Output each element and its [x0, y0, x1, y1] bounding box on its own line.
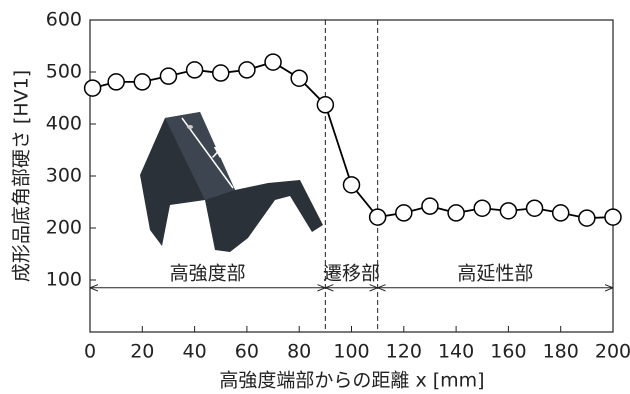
data-point — [605, 209, 621, 225]
data-point — [422, 198, 438, 214]
data-point — [553, 205, 569, 221]
x-axis-label: 高強度端部からの距離 x [mm] — [219, 370, 484, 392]
y-tick-label: 400 — [46, 113, 82, 135]
data-point — [474, 200, 490, 216]
x-tick-label: 140 — [438, 341, 474, 363]
y-axis-label: 成形品底角部硬さ [HV1] — [11, 70, 33, 282]
inset-photo — [140, 112, 323, 252]
data-point — [500, 203, 516, 219]
y-tick-label: 500 — [46, 61, 82, 83]
chart: x 成形品底角部硬さ [HV1] 高強度端部からの距離 x [mm] 100 20… — [0, 0, 630, 394]
data-point — [187, 62, 203, 78]
y-tick-label: 200 — [46, 217, 82, 239]
region-label: 遷移部 — [323, 262, 380, 284]
x-tick-label: 60 — [235, 341, 259, 363]
data-point — [291, 70, 307, 86]
x-tick-label: 160 — [490, 341, 526, 363]
data-point — [213, 65, 229, 81]
data-point — [370, 209, 386, 225]
data-point — [85, 80, 101, 96]
x-tick-label: 180 — [543, 341, 579, 363]
x-tick-label: 40 — [183, 341, 207, 363]
data-point — [396, 205, 412, 221]
x-tick-label: 0 — [84, 341, 96, 363]
x-tick-label: 200 — [595, 341, 630, 363]
x-tick-label: 20 — [130, 341, 154, 363]
data-point — [317, 97, 333, 113]
x-tick-label: 100 — [333, 341, 369, 363]
y-tick-label: 300 — [46, 165, 82, 187]
data-point — [160, 68, 176, 84]
data-point — [265, 54, 281, 70]
data-point — [527, 200, 543, 216]
data-point — [239, 62, 255, 78]
inset-label: x — [211, 141, 224, 163]
x-tick-label: 80 — [287, 341, 311, 363]
data-point — [134, 74, 150, 90]
data-point — [448, 205, 464, 221]
x-tick-label: 120 — [386, 341, 422, 363]
region-label: 高延性部 — [457, 262, 533, 284]
y-tick-label: 100 — [46, 269, 82, 291]
region-label: 高強度部 — [170, 262, 246, 284]
data-point — [108, 74, 124, 90]
data-point — [344, 177, 360, 193]
data-point — [579, 210, 595, 226]
y-tick-label: 600 — [46, 9, 82, 31]
